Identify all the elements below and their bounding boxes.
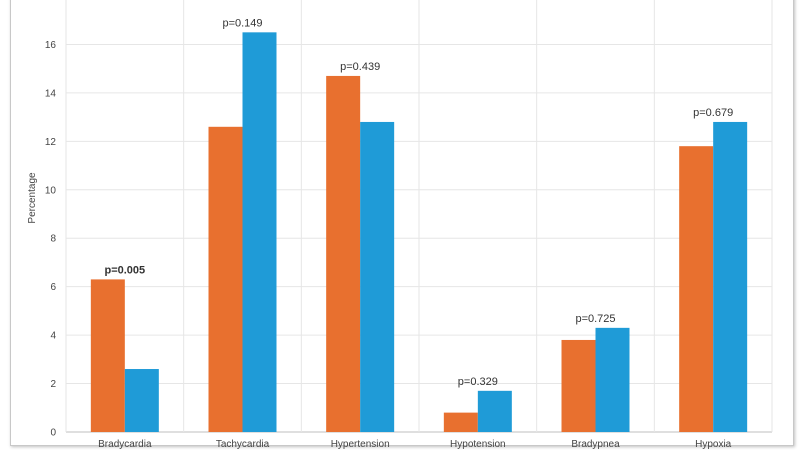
bar-hypertension-series-2 — [360, 121, 395, 432]
p-value-label: p=0.725 — [575, 313, 615, 325]
y-tick-label: 14 — [45, 88, 57, 99]
bar-tachycardia-series-1 — [208, 126, 243, 433]
category-labels: Bradycardia Tachycardia Hypertension Hypote… — [98, 439, 732, 450]
y-tick-label: 6 — [50, 282, 56, 293]
x-category-label: Hypertension — [331, 439, 390, 450]
y-tick-label: 2 — [50, 379, 56, 390]
y-tick-label: 0 — [50, 428, 56, 439]
bar-bradycardia-series-2 — [124, 369, 159, 432]
bar-bradycardia-series-1 — [90, 279, 125, 432]
y-axis-label: Percentage — [27, 172, 38, 224]
bar-tachycardia-series-2 — [242, 32, 277, 432]
y-tick-label: 18 — [45, 0, 57, 3]
x-category-label: Tachycardia — [216, 439, 270, 450]
bar-hypertension-series-1 — [326, 75, 361, 432]
p-value-label: p=0.149 — [222, 17, 262, 29]
x-category-label: Hypoxia — [695, 439, 732, 450]
p-value-label: p=0.329 — [458, 376, 498, 388]
y-tick-labels: 0 2 4 6 8 10 12 14 16 18 — [45, 0, 57, 439]
bar-bradypnea-series-1 — [561, 339, 596, 432]
x-category-label: Hypotension — [450, 439, 506, 450]
p-value-label: p=0.679 — [693, 107, 733, 119]
p-value-label: p=0.005 — [104, 264, 145, 276]
bar-hypoxia-series-1 — [679, 146, 714, 432]
x-category-label: Bradypnea — [571, 439, 620, 450]
y-tick-label: 8 — [50, 234, 56, 245]
bar-bradypnea-series-2 — [595, 327, 630, 432]
y-tick-label: 4 — [50, 331, 56, 342]
y-tick-label: 16 — [45, 40, 57, 51]
bar-hypoxia-series-2 — [713, 121, 748, 432]
y-tick-label: 12 — [45, 137, 57, 148]
x-category-label: Bradycardia — [98, 439, 152, 450]
grid-layer — [65, 0, 773, 433]
p-value-label: p=0.439 — [340, 61, 380, 73]
y-tick-label: 10 — [45, 185, 57, 196]
bars — [90, 32, 748, 433]
p-value-labels: p=0.005 p=0.149 p=0.439 p=0.329 p=0.725 p=0.6… — [104, 17, 733, 387]
bar-hypotension-series-2 — [477, 390, 512, 432]
bar-hypotension-series-1 — [443, 412, 478, 432]
